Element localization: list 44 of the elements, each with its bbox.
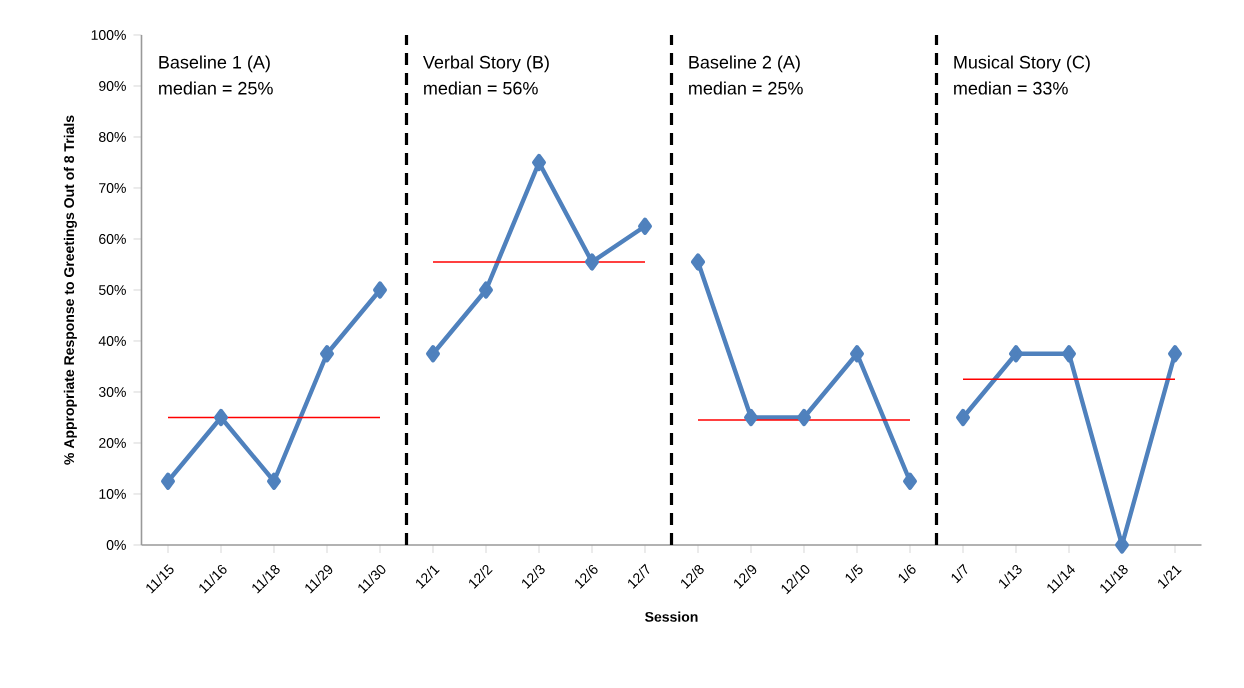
y-tick-label: 20%: [99, 438, 126, 448]
point: [1168, 345, 1183, 363]
point: [214, 408, 228, 427]
point: [479, 281, 493, 299]
point: [161, 472, 175, 490]
annotation: median = 25%: [159, 81, 273, 95]
annotation: median = 25%: [689, 81, 803, 95]
y-tick-label: 50%: [98, 285, 126, 295]
point: [373, 281, 387, 299]
y-tick-label: 60%: [99, 234, 126, 244]
y-tick-label: 90%: [99, 81, 126, 91]
y-axis-title: % Appropriate Response to Greetings Out of 8 Trials: [63, 115, 77, 465]
annotation: Baseline 2 (A): [689, 55, 800, 73]
point: [1062, 345, 1076, 363]
point: [744, 408, 758, 427]
point: [850, 345, 864, 363]
annotation: median = 56%: [424, 81, 538, 95]
y-tick-label: 0%: [106, 540, 126, 550]
point: [426, 345, 441, 363]
annotation: median = 33%: [954, 81, 1068, 95]
point: [267, 472, 281, 490]
point: [956, 408, 970, 427]
point: [903, 472, 917, 490]
point: [638, 217, 652, 235]
y-tick-label: 80%: [99, 132, 126, 142]
point: [691, 253, 705, 271]
y-tick-label: 10%: [99, 489, 126, 499]
point: [797, 408, 812, 427]
annotation: Musical Story (C): [954, 55, 1090, 73]
x-axis-title: Session: [645, 611, 698, 622]
y-tick-label: 40%: [98, 336, 126, 346]
y-tick-label: 70%: [99, 183, 126, 193]
x-tick-label: 1/5: [845, 564, 863, 584]
annotation: Baseline 1 (A): [159, 55, 270, 73]
point: [532, 153, 546, 172]
point: [585, 253, 599, 271]
annotation: Verbal Story (B): [423, 55, 549, 73]
point: [1009, 345, 1024, 363]
point: [1115, 536, 1129, 554]
x-tick-label: 1/6: [898, 564, 916, 584]
x-tick-label: 1/7: [951, 563, 968, 584]
y-tick-label: 100%: [91, 30, 126, 40]
point: [320, 345, 334, 363]
y-tick-label: 30%: [98, 387, 126, 397]
